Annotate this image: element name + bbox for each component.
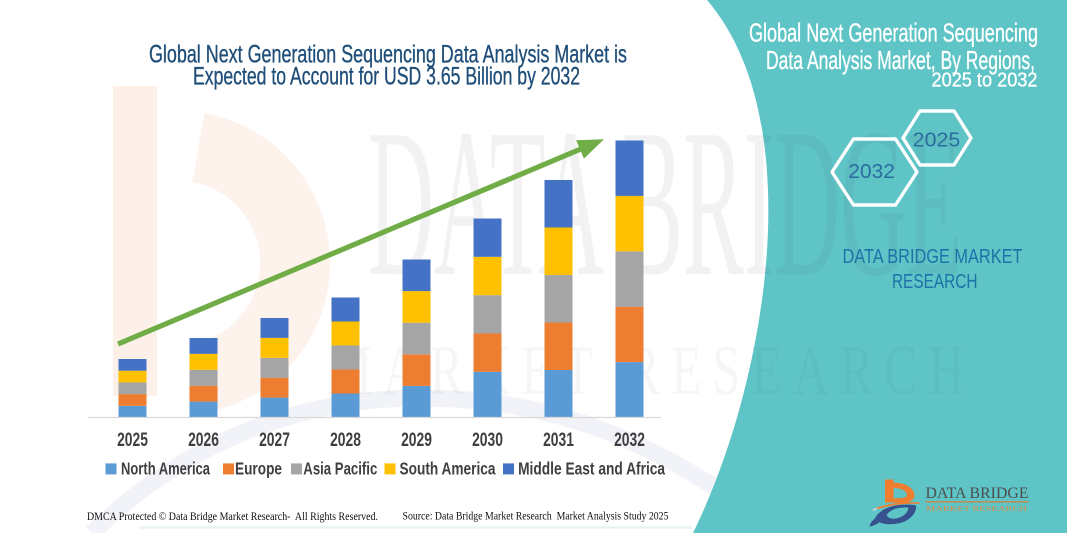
svg-text:South America: South America <box>400 460 496 479</box>
svg-text:2027: 2027 <box>259 429 290 451</box>
svg-text:2025: 2025 <box>913 129 961 152</box>
svg-text:MARKET RESEARCH: MARKET RESEARCH <box>328 331 976 410</box>
svg-text:2025 to 2032: 2025 to 2032 <box>932 70 1038 92</box>
svg-text:2032: 2032 <box>848 160 895 183</box>
svg-text:DATA BRIDGE: DATA BRIDGE <box>926 485 1029 502</box>
svg-text:North America: North America <box>121 460 210 479</box>
svg-text:2031: 2031 <box>543 429 574 451</box>
svg-text:Global Next Generation Sequenc: Global Next Generation Sequencing Data A… <box>149 41 627 69</box>
svg-text:Middle East and Africa: Middle East and Africa <box>518 460 665 479</box>
svg-text:DATA BRIDGE MARKET: DATA BRIDGE MARKET <box>843 246 1023 268</box>
svg-text:DMCA Protected © Data Bridge M: DMCA Protected © Data Bridge Market Rese… <box>87 511 378 523</box>
svg-text:2030: 2030 <box>472 429 503 451</box>
svg-text:Expected to Account for USD 3.: Expected to Account for USD 3.65 Billion… <box>193 63 580 91</box>
svg-text:2032: 2032 <box>614 429 645 451</box>
svg-text:Source: Data Bridge Market Res: Source: Data Bridge Market Research Mark… <box>403 511 669 523</box>
svg-text:2025: 2025 <box>117 429 148 451</box>
svg-text:RESEARCH: RESEARCH <box>892 271 978 293</box>
svg-text:2029: 2029 <box>401 429 432 451</box>
svg-text:Asia Pacific: Asia Pacific <box>303 460 377 479</box>
svg-text:Data Analysis Market, By Regio: Data Analysis Market, By Regions, <box>766 45 1035 75</box>
svg-text:Europe: Europe <box>235 460 282 479</box>
svg-text:2026: 2026 <box>188 429 219 451</box>
svg-text:MARKET RESEARCH: MARKET RESEARCH <box>926 505 1027 513</box>
svg-text:Global Next Generation Sequenc: Global Next Generation Sequencing <box>749 18 1038 48</box>
svg-text:2028: 2028 <box>330 429 361 451</box>
svg-text:DATA BRIDGE: DATA BRIDGE <box>368 85 962 320</box>
